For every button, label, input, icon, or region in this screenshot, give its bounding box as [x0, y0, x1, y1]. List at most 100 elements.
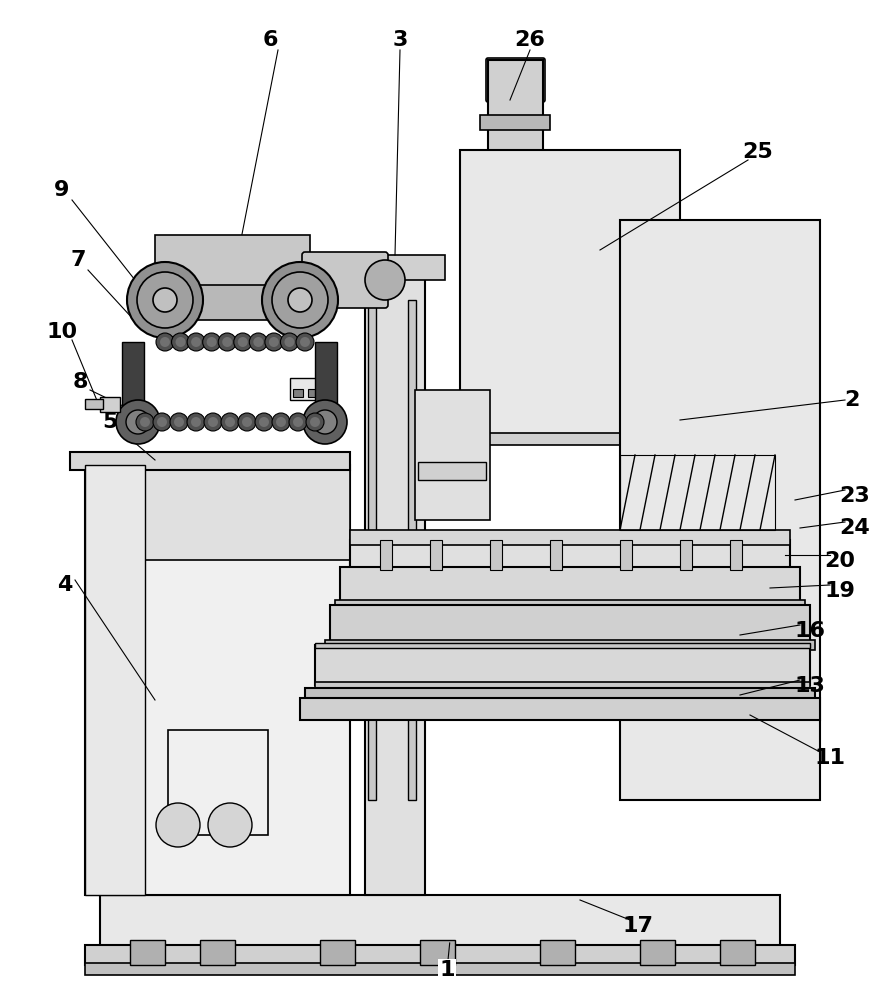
Circle shape	[289, 413, 307, 431]
Circle shape	[190, 417, 201, 427]
Text: 7: 7	[70, 250, 86, 270]
Bar	[70, 452, 350, 470]
Bar	[454, 433, 684, 445]
Bar	[350, 530, 789, 545]
Bar	[325, 640, 814, 650]
Bar	[334, 600, 804, 610]
Bar	[85, 465, 145, 895]
Text: 9: 9	[55, 180, 70, 200]
Text: 19: 19	[823, 581, 855, 601]
Text: 3: 3	[392, 30, 408, 50]
Text: 10: 10	[46, 322, 78, 342]
Text: 25: 25	[742, 142, 772, 162]
Bar	[155, 285, 309, 320]
Bar	[719, 940, 755, 965]
Circle shape	[249, 333, 267, 351]
Text: 6: 6	[262, 30, 277, 50]
Circle shape	[275, 417, 286, 427]
Circle shape	[238, 413, 256, 431]
Circle shape	[439, 491, 446, 499]
Circle shape	[288, 288, 312, 312]
Circle shape	[173, 417, 184, 427]
Bar	[305, 255, 384, 305]
Bar	[85, 945, 794, 965]
Circle shape	[306, 413, 324, 431]
Bar	[155, 235, 309, 290]
Bar	[539, 940, 574, 965]
Circle shape	[296, 333, 314, 351]
Bar	[100, 895, 780, 950]
Text: 20: 20	[823, 551, 855, 571]
Circle shape	[126, 410, 150, 434]
Bar	[122, 342, 144, 422]
Bar	[417, 462, 485, 480]
Bar	[308, 389, 317, 397]
Circle shape	[170, 413, 188, 431]
Circle shape	[241, 417, 252, 427]
Circle shape	[439, 506, 446, 514]
Text: 11: 11	[814, 748, 845, 768]
Circle shape	[187, 333, 205, 351]
Circle shape	[156, 417, 167, 427]
Bar	[290, 378, 327, 400]
Circle shape	[204, 413, 222, 431]
Bar	[380, 540, 392, 570]
Circle shape	[253, 337, 263, 347]
Bar	[367, 300, 375, 800]
Bar	[344, 255, 444, 280]
Circle shape	[262, 262, 338, 338]
Circle shape	[156, 333, 173, 351]
Bar	[199, 940, 235, 965]
Circle shape	[202, 333, 221, 351]
Circle shape	[238, 337, 248, 347]
Circle shape	[116, 400, 160, 444]
Bar	[315, 342, 337, 422]
Circle shape	[153, 413, 171, 431]
Circle shape	[224, 417, 235, 427]
Circle shape	[136, 413, 154, 431]
Circle shape	[586, 617, 603, 633]
Circle shape	[268, 337, 279, 347]
Bar	[320, 940, 355, 965]
Bar	[350, 540, 789, 570]
Bar	[639, 940, 674, 965]
Circle shape	[218, 333, 236, 351]
Bar	[620, 220, 819, 800]
Circle shape	[681, 352, 717, 388]
Circle shape	[221, 413, 239, 431]
Text: 2: 2	[843, 390, 859, 410]
Circle shape	[137, 272, 193, 328]
Bar	[479, 115, 550, 130]
Text: 4: 4	[57, 575, 72, 595]
Circle shape	[299, 337, 309, 347]
Bar	[85, 465, 350, 560]
Circle shape	[280, 333, 298, 351]
Circle shape	[207, 803, 252, 847]
Circle shape	[172, 333, 190, 351]
Bar	[315, 645, 809, 685]
Bar	[85, 465, 350, 895]
Text: 8: 8	[72, 372, 88, 392]
Text: 23: 23	[839, 486, 869, 506]
Bar	[340, 567, 799, 605]
Circle shape	[313, 410, 337, 434]
Circle shape	[191, 337, 201, 347]
Bar	[330, 648, 809, 660]
Circle shape	[255, 413, 273, 431]
Bar	[429, 540, 442, 570]
Circle shape	[265, 333, 283, 351]
Bar	[292, 389, 303, 397]
FancyBboxPatch shape	[485, 58, 544, 102]
Circle shape	[292, 417, 303, 427]
Circle shape	[303, 400, 347, 444]
Bar	[408, 300, 416, 800]
Circle shape	[222, 337, 232, 347]
Text: 17: 17	[622, 916, 653, 936]
Circle shape	[160, 337, 170, 347]
Circle shape	[156, 803, 199, 847]
Bar	[330, 605, 809, 645]
FancyBboxPatch shape	[301, 252, 388, 308]
Text: 1: 1	[439, 960, 454, 980]
Text: 5: 5	[102, 412, 117, 432]
Circle shape	[233, 333, 251, 351]
